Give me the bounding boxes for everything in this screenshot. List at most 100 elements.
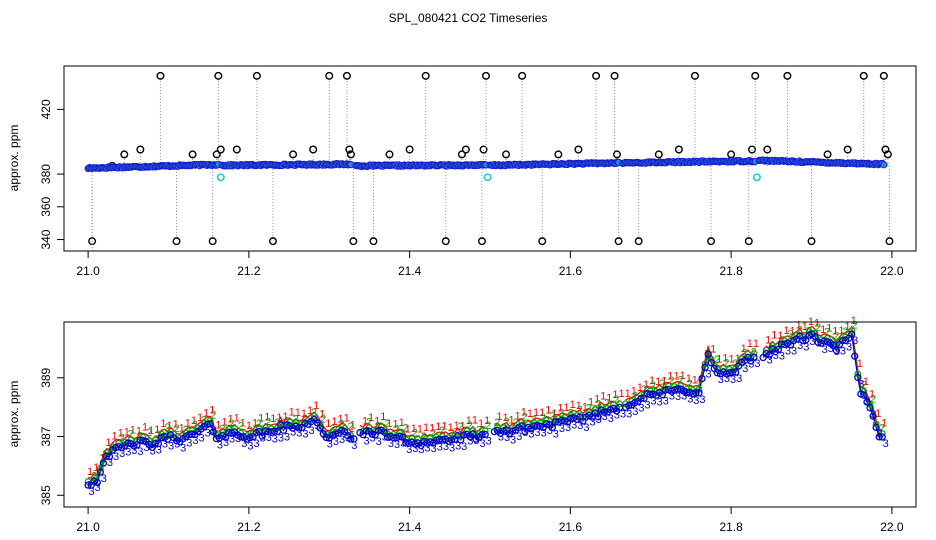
- series-point-3: [673, 385, 682, 393]
- series-label-1: 1: [838, 325, 844, 337]
- series-label-1: 1: [509, 414, 515, 426]
- series-label-3: 3: [687, 394, 693, 406]
- figure-title: SPL_080421 CO2 Timeseries: [389, 11, 548, 25]
- series-label-3: 3: [724, 373, 730, 385]
- series-label-1: 1: [478, 418, 484, 430]
- series-label-2: 2: [797, 324, 803, 336]
- series-label-2: 2: [412, 428, 418, 440]
- series-label-3: 3: [785, 346, 791, 358]
- bottom-y-tick-label: 385: [39, 485, 53, 505]
- series-label-1: 1: [728, 354, 734, 366]
- series-label-3: 3: [522, 427, 528, 439]
- series-point-3: [362, 427, 370, 435]
- series-point-3: [209, 428, 217, 436]
- series-label-3: 3: [162, 439, 168, 451]
- series-label-1: 1: [209, 405, 215, 417]
- series-point-3: [469, 430, 477, 438]
- series-point-3: [99, 459, 108, 467]
- series-point-3: [399, 433, 407, 441]
- series-label-1: 1: [704, 348, 710, 360]
- series-label-3: 3: [791, 346, 797, 358]
- series-label-3: 3: [125, 447, 131, 459]
- series-label-1: 1: [649, 375, 655, 387]
- series-label-3: 3: [253, 438, 259, 450]
- series-label-2: 2: [430, 427, 436, 439]
- series-point-2: [720, 365, 727, 372]
- series-point-2: [597, 403, 605, 410]
- series-label-3: 3: [217, 440, 223, 452]
- series-label-1: 1: [447, 422, 453, 434]
- series-label-3: 3: [828, 343, 834, 355]
- series-label-2: 2: [238, 421, 244, 433]
- series-point-3: [637, 394, 645, 403]
- outlier-point: [634, 237, 643, 246]
- series-point-3: [765, 351, 773, 359]
- series-point-3: [154, 439, 163, 448]
- series-point-3: [447, 436, 456, 444]
- series-label-1: 1: [160, 418, 166, 430]
- series-label-2: 2: [842, 326, 848, 338]
- series-point-3: [396, 432, 404, 441]
- series-label-3: 3: [174, 439, 180, 451]
- series-label-1: 1: [423, 422, 429, 434]
- series-point-3: [811, 333, 819, 341]
- series-label-3: 3: [144, 442, 150, 454]
- outlier-series: [88, 71, 894, 251]
- series-label-1: 1: [612, 389, 618, 401]
- series-label-1: 1: [374, 415, 380, 427]
- series-label-2: 2: [274, 417, 280, 429]
- series-label-3: 3: [241, 438, 247, 450]
- series-label-3: 3: [644, 399, 650, 411]
- series-point-3: [536, 422, 544, 431]
- series-label-3: 3: [754, 358, 760, 370]
- series-point-3: [237, 433, 245, 441]
- outlier-point: [214, 71, 223, 80]
- series-label-1: 1: [655, 376, 661, 388]
- series-label-3: 3: [834, 346, 840, 358]
- cyan-series: [216, 173, 761, 182]
- series-label-3: 3: [192, 435, 198, 447]
- bottom-axes: 21.0 21.2 21.4 21.6 21.8 22.0 385 387 389: [39, 367, 904, 534]
- top-x-tick-label: 21.8: [719, 264, 743, 278]
- bottom-x-tick-label: 22.0: [880, 520, 904, 534]
- series-point-3: [246, 434, 254, 442]
- outlier-point: [309, 145, 318, 154]
- series-label-1: 1: [380, 411, 386, 423]
- series-label-1: 1: [539, 407, 545, 419]
- series-label-1: 1: [783, 325, 789, 337]
- series-label-3: 3: [156, 444, 162, 456]
- series-point-3: [368, 430, 376, 438]
- cyan-point: [483, 173, 492, 182]
- series-label-1: 1: [576, 400, 582, 412]
- series-label-2: 2: [833, 330, 839, 342]
- top-x-tick-label: 21.2: [237, 264, 261, 278]
- series-label-1: 1: [215, 419, 221, 431]
- series-label-2: 2: [714, 354, 720, 366]
- series-label-1: 1: [722, 353, 728, 365]
- series-label-1: 1: [631, 386, 637, 398]
- series-label-3: 3: [632, 406, 638, 418]
- series-label-3: 3: [510, 435, 516, 447]
- series-label-3: 3: [663, 396, 669, 408]
- series-label-1: 1: [142, 422, 148, 434]
- series-label-2: 2: [164, 422, 170, 434]
- series-label-3: 3: [199, 433, 205, 445]
- series-label-2: 2: [870, 393, 876, 405]
- series-point-2: [579, 414, 587, 421]
- series-label-3: 3: [822, 344, 828, 356]
- series-point-3: [625, 402, 633, 410]
- series-label-3: 3: [351, 440, 357, 452]
- series-label-2: 2: [806, 325, 812, 337]
- top-plot-frame: [63, 65, 917, 252]
- series-point-3: [854, 373, 862, 382]
- series-label-1: 1: [344, 412, 350, 424]
- series-label-1: 1: [826, 323, 832, 335]
- series-point-3: [331, 430, 340, 438]
- outlier-point: [369, 237, 378, 246]
- series-point-2: [811, 329, 819, 337]
- series-point-3: [774, 345, 783, 354]
- bottom-x-tick-label: 21.8: [719, 520, 743, 534]
